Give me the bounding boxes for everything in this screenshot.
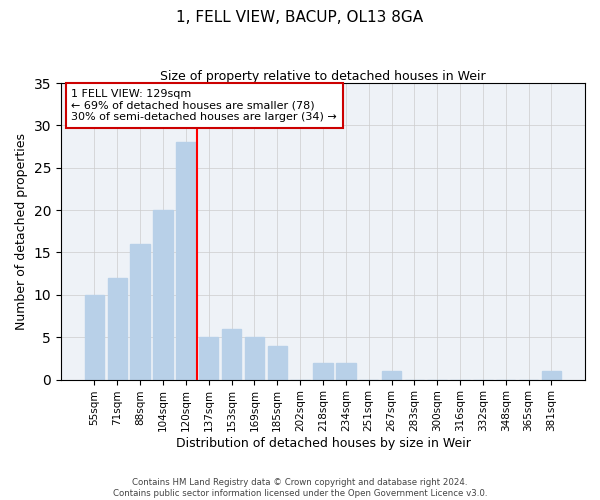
- Bar: [222, 329, 241, 380]
- Bar: [107, 278, 127, 380]
- Bar: [85, 295, 104, 380]
- Bar: [382, 371, 401, 380]
- Title: Size of property relative to detached houses in Weir: Size of property relative to detached ho…: [160, 70, 486, 83]
- Bar: [542, 371, 561, 380]
- Y-axis label: Number of detached properties: Number of detached properties: [15, 133, 28, 330]
- Bar: [199, 337, 218, 380]
- Text: 1 FELL VIEW: 129sqm
← 69% of detached houses are smaller (78)
30% of semi-detach: 1 FELL VIEW: 129sqm ← 69% of detached ho…: [71, 89, 337, 122]
- Bar: [268, 346, 287, 380]
- Bar: [313, 362, 332, 380]
- Bar: [336, 362, 356, 380]
- Bar: [176, 142, 196, 380]
- X-axis label: Distribution of detached houses by size in Weir: Distribution of detached houses by size …: [176, 437, 470, 450]
- Bar: [153, 210, 173, 380]
- Text: 1, FELL VIEW, BACUP, OL13 8GA: 1, FELL VIEW, BACUP, OL13 8GA: [176, 10, 424, 25]
- Bar: [245, 337, 264, 380]
- Bar: [130, 244, 150, 380]
- Text: Contains HM Land Registry data © Crown copyright and database right 2024.
Contai: Contains HM Land Registry data © Crown c…: [113, 478, 487, 498]
